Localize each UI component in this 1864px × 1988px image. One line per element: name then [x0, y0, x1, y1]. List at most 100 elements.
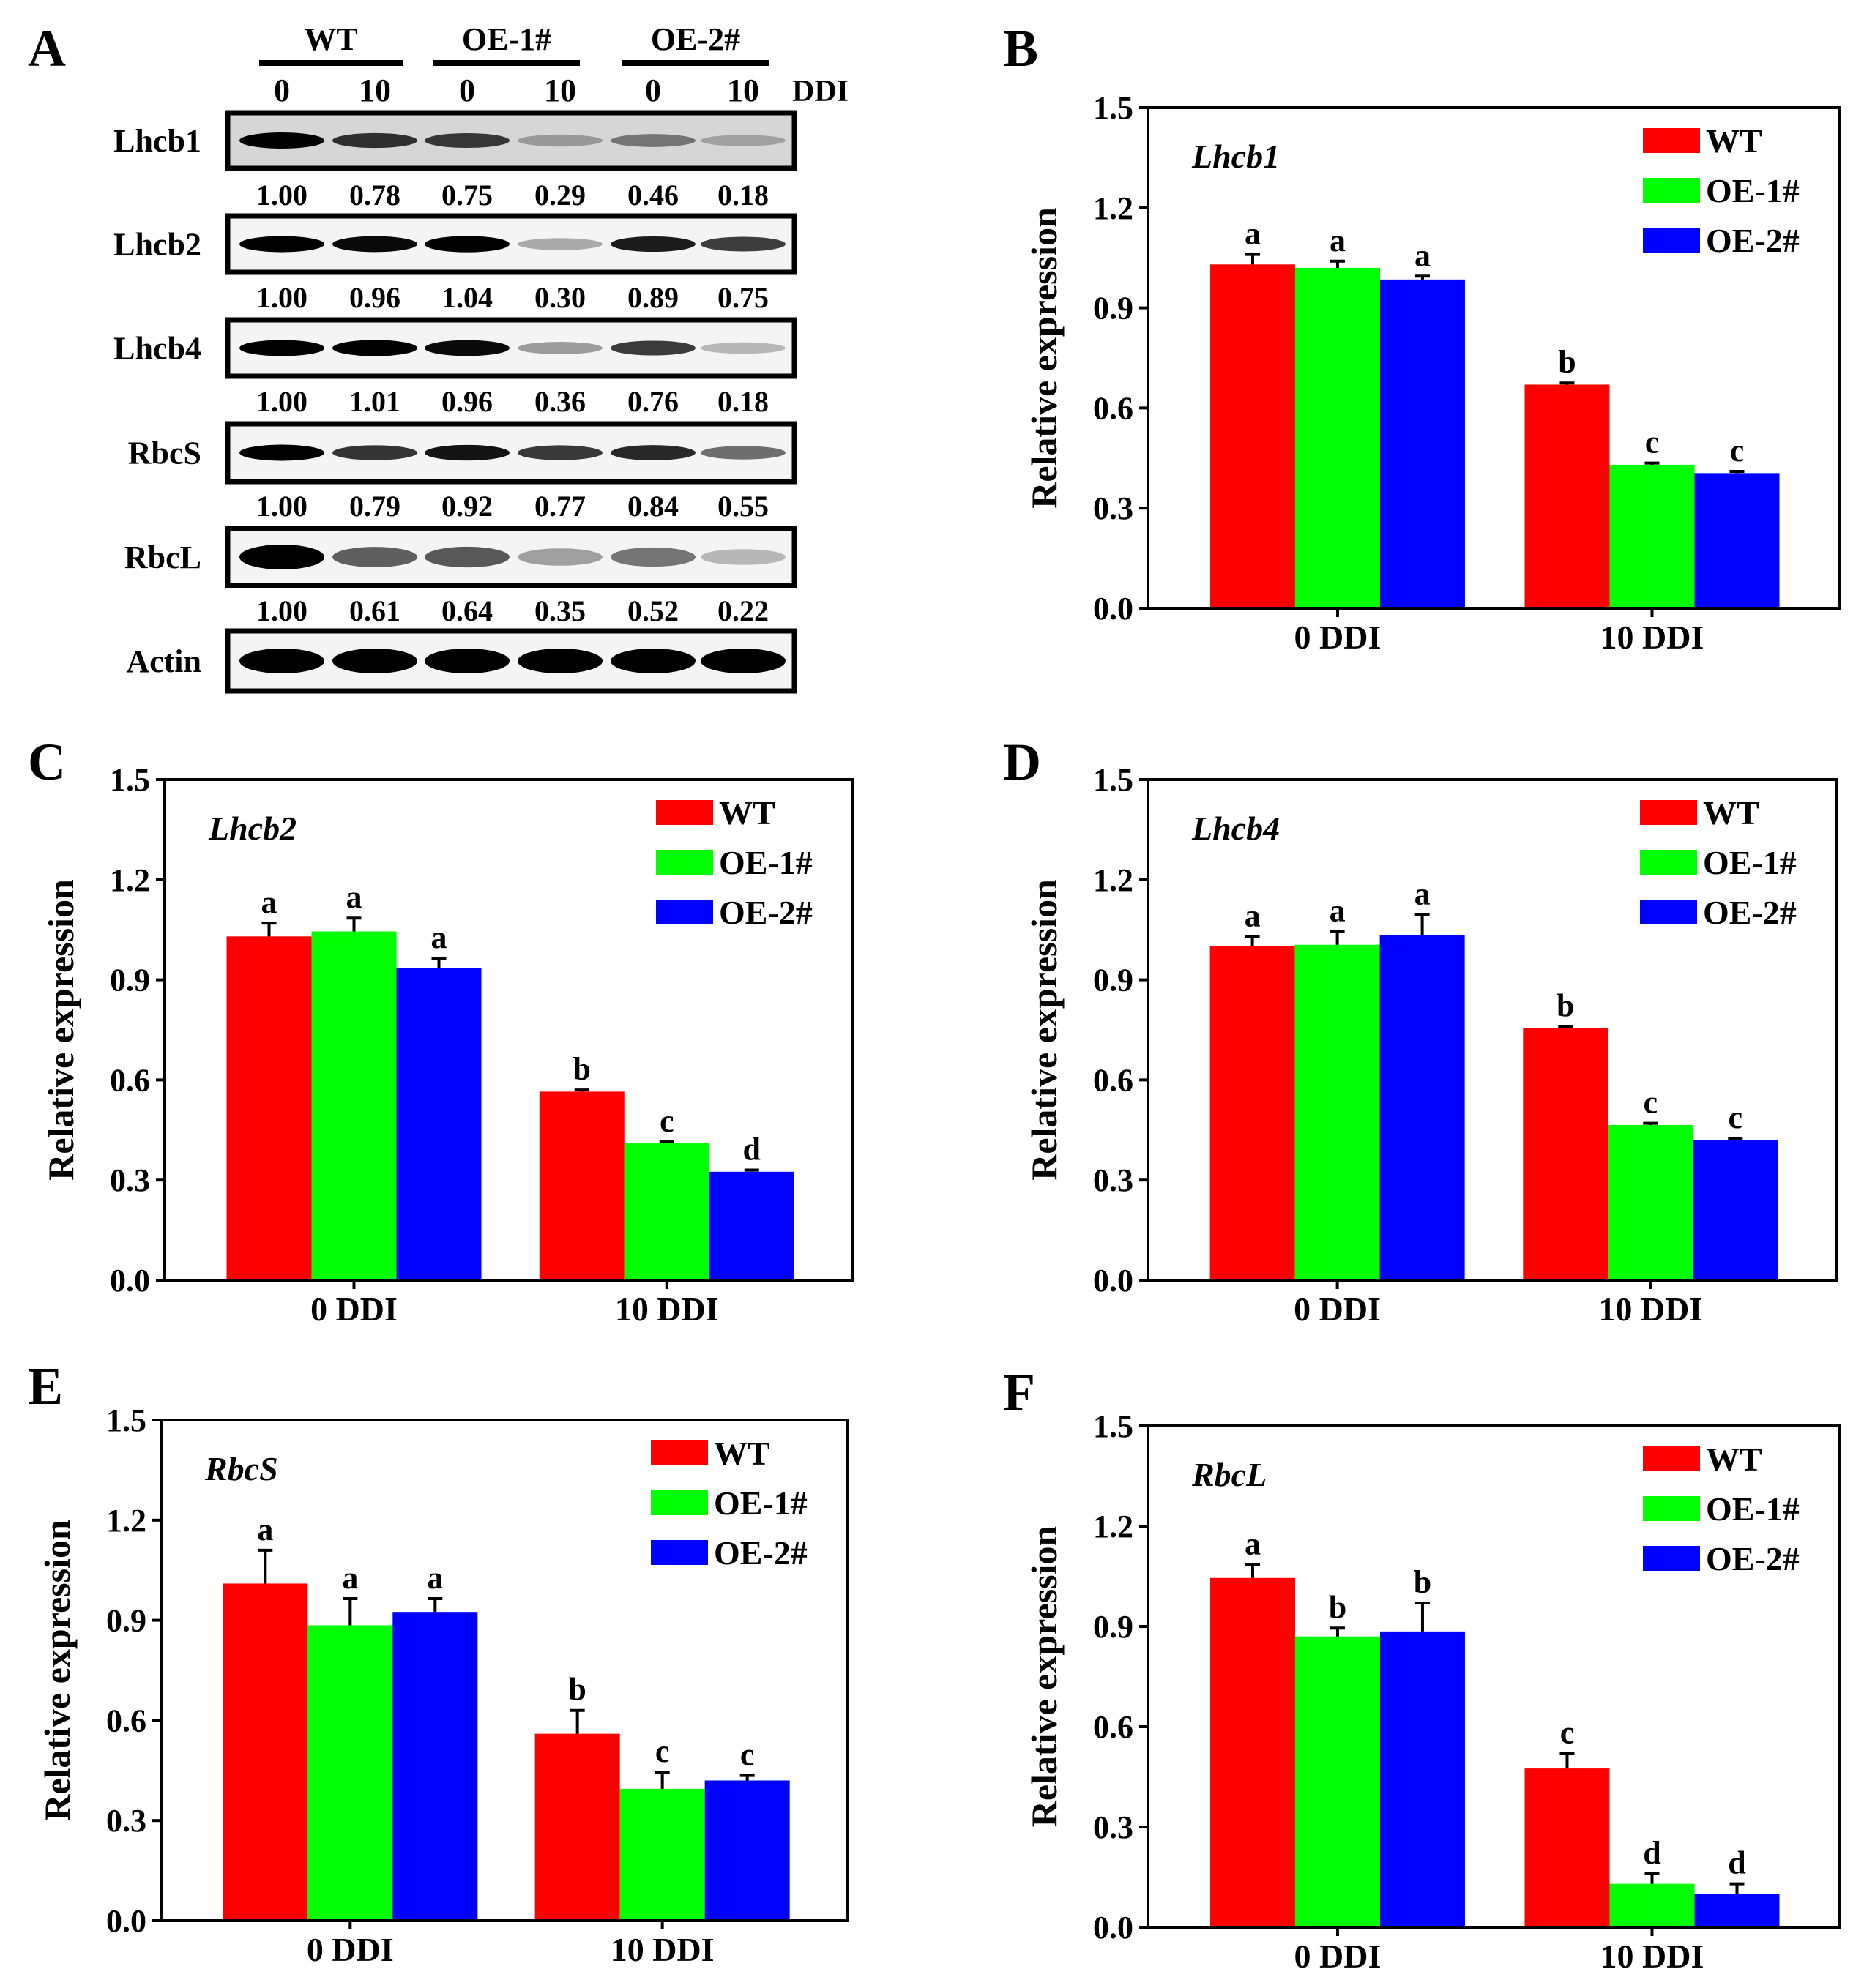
plot-frame	[163, 778, 854, 1282]
x-category-label: 10 DDI	[615, 1290, 719, 1328]
y-tick-label: 0.0	[1093, 1263, 1133, 1298]
blot-row-label: Actin	[126, 643, 201, 679]
protein-band	[518, 445, 603, 460]
protein-band	[701, 342, 786, 354]
panel-letter: D	[1003, 733, 1041, 791]
protein-band	[701, 236, 786, 252]
protein-band	[611, 649, 696, 673]
panel-letter: E	[28, 1357, 63, 1416]
panel-letter: F	[1003, 1363, 1035, 1421]
band-quantification: 0.96	[441, 385, 493, 418]
group-label: OE-1#	[462, 21, 551, 57]
band-quantification: 0.18	[717, 385, 769, 418]
band-quantification: 0.52	[627, 594, 679, 627]
bar-wt	[1209, 1577, 1295, 1927]
y-axis-label: Relative expression	[1024, 207, 1065, 509]
significance-letter: c	[740, 1737, 755, 1773]
legend-label: WT	[1706, 1440, 1762, 1478]
y-axis-label: Relative expression	[1024, 879, 1065, 1181]
blot-row-label: Lhcb1	[113, 123, 201, 159]
blot-row-label: Lhcb2	[113, 227, 201, 263]
y-tick-label: 0.9	[1093, 291, 1133, 326]
y-axis-label: Relative expression	[1024, 1526, 1065, 1828]
legend-label: WT	[719, 794, 775, 832]
panel-f-bar-chart: F 0.0 0.3 0.6 0.9 1.2 1.5 Relative expression Rb…	[1003, 1363, 1841, 1975]
y-axis-label: Relative expression	[40, 879, 81, 1181]
significance-letter: a	[427, 1560, 443, 1596]
significance-letter: a	[342, 1560, 358, 1596]
bar-wt	[1524, 384, 1610, 608]
protein-band	[611, 547, 696, 567]
y-tick-label: 1.5	[1093, 90, 1133, 126]
band-quantification: 1.04	[441, 281, 493, 314]
significance-letter: a	[261, 884, 277, 920]
lane-label: 0	[274, 72, 290, 108]
bar-wt	[539, 1091, 625, 1280]
blot-row-label: RbcS	[128, 436, 201, 471]
y-tick-label: 1.2	[106, 1503, 146, 1539]
y-tick-label: 0.6	[1093, 1709, 1133, 1745]
bar-oe-1	[1608, 1124, 1693, 1280]
legend-swatch	[1640, 800, 1697, 825]
ddi-unit-label: DDI	[792, 75, 849, 108]
legend-label: OE-1#	[714, 1484, 808, 1522]
significance-letter: b	[573, 1051, 591, 1087]
band-quantification: 0.22	[717, 594, 769, 627]
bar-wt	[223, 1583, 308, 1921]
protein-band	[701, 135, 786, 146]
band-quantification: 0.89	[627, 281, 679, 314]
band-quantification: 0.46	[627, 179, 679, 212]
x-category-label: 0 DDI	[307, 1931, 394, 1968]
y-tick-label: 0.0	[106, 1903, 146, 1939]
legend-label: OE-1#	[1703, 844, 1797, 881]
band-quantification: 0.30	[534, 281, 586, 314]
lane-label: 10	[544, 72, 576, 108]
x-category-label: 10 DDI	[1598, 1290, 1702, 1328]
y-tick-label: 0.3	[1093, 1162, 1133, 1198]
legend-label: OE-1#	[1706, 1490, 1800, 1528]
gene-title: Lhcb2	[208, 810, 297, 847]
bar-oe-1	[1609, 464, 1695, 608]
legend-swatch	[1640, 900, 1697, 924]
significance-letter: c	[1730, 433, 1745, 468]
x-category-label: 0 DDI	[1294, 1290, 1381, 1328]
band-quantification: 0.35	[534, 594, 586, 627]
bar-oe-2	[1379, 1631, 1465, 1927]
protein-band	[239, 236, 324, 253]
protein-band	[518, 238, 603, 250]
lane-label: 0	[645, 72, 661, 108]
significance-letter: a	[346, 879, 362, 915]
bar-oe-2	[1379, 279, 1465, 608]
legend-swatch	[651, 1540, 708, 1565]
panel-e-bar-chart: E 0.0 0.3 0.6 0.9 1.2 1.5 Relative expression Rb…	[28, 1357, 849, 1968]
legend-swatch	[656, 900, 713, 924]
protein-band	[518, 548, 603, 566]
legend-swatch	[656, 850, 713, 875]
legend-swatch	[1643, 1546, 1700, 1571]
protein-band	[239, 444, 324, 461]
bar-oe-1	[1294, 267, 1380, 608]
legend-label: WT	[1703, 794, 1759, 832]
band-quantification: 1.00	[256, 281, 307, 314]
legend-label: OE-2#	[1703, 894, 1797, 931]
x-category-label: 10 DDI	[611, 1931, 715, 1968]
blot-row-lhcb2: Lhcb2 1.00 0.96 1.04 0.30 0.89 0.75	[113, 213, 797, 314]
bar-wt	[226, 936, 312, 1280]
legend-label: OE-1#	[1706, 172, 1800, 209]
panel-a-western-blot: A WT OE-1# OE-2# 0 10 0 10 0 10 DDI Lhcb1 1.00 0.78 0.…	[28, 19, 849, 694]
band-quantification: 1.00	[256, 594, 307, 627]
gene-title: Lhcb1	[1191, 138, 1280, 175]
panel-letter: C	[28, 733, 66, 791]
protein-band	[425, 340, 510, 356]
bar-oe-2	[396, 968, 482, 1280]
protein-band	[239, 132, 324, 149]
bar-oe-1	[1294, 1636, 1380, 1927]
protein-band	[701, 649, 786, 673]
band-quantification: 0.55	[717, 490, 769, 523]
y-tick-label: 0.9	[1093, 963, 1133, 998]
significance-letter: b	[1557, 987, 1574, 1023]
protein-band	[239, 545, 324, 569]
y-tick-label: 1.5	[1093, 1408, 1133, 1444]
y-tick-label: 0.9	[106, 1603, 146, 1639]
legend-label: OE-2#	[714, 1534, 808, 1572]
